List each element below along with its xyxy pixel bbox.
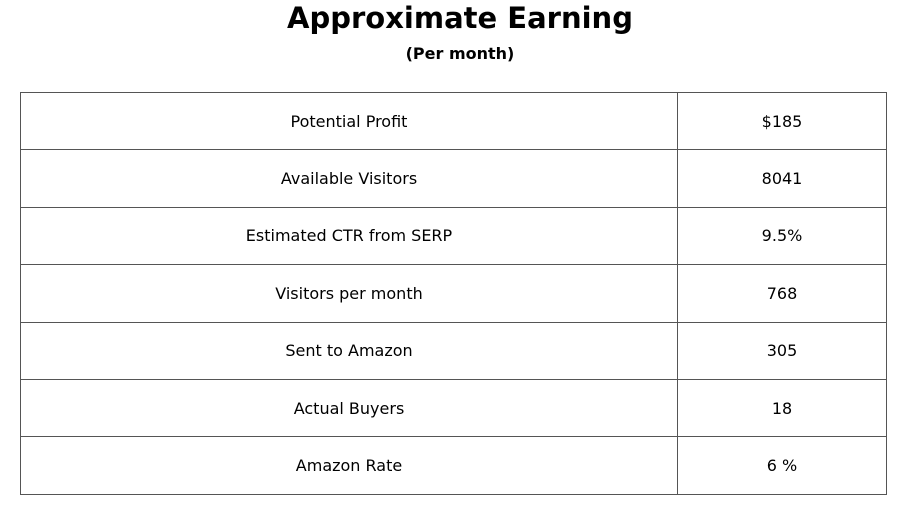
row-value: 8041 (677, 149, 887, 208)
table-row: Potential Profit $185 (20, 91, 887, 151)
table-row: Amazon Rate 6 % (20, 436, 887, 495)
row-label: Sent to Amazon (20, 321, 678, 380)
row-value: 9.5% (677, 206, 887, 266)
subtitle: (Per month) (405, 44, 515, 63)
row-label: Available Visitors (20, 149, 678, 208)
row-value: 305 (677, 321, 887, 380)
row-label: Actual Buyers (20, 378, 678, 438)
table-row: Sent to Amazon 305 (20, 321, 887, 380)
table-row: Estimated CTR from SERP 9.5% (20, 206, 887, 266)
row-label: Potential Profit (20, 91, 678, 151)
row-value: 18 (677, 378, 887, 438)
row-label: Amazon Rate (20, 436, 678, 495)
title: Approximate Earning (287, 1, 633, 35)
table-row: Actual Buyers 18 (20, 378, 887, 438)
table-row: Available Visitors 8041 (20, 149, 887, 208)
earning-table: Potential Profit $185 Available Visitors 80… (20, 91, 887, 495)
row-label: Visitors per month (20, 264, 678, 323)
row-value: 6 % (677, 436, 887, 495)
row-value: 768 (677, 264, 887, 323)
row-value: $185 (677, 91, 887, 151)
row-label: Estimated CTR from SERP (20, 206, 678, 266)
table-row: Visitors per month 768 (20, 264, 887, 323)
